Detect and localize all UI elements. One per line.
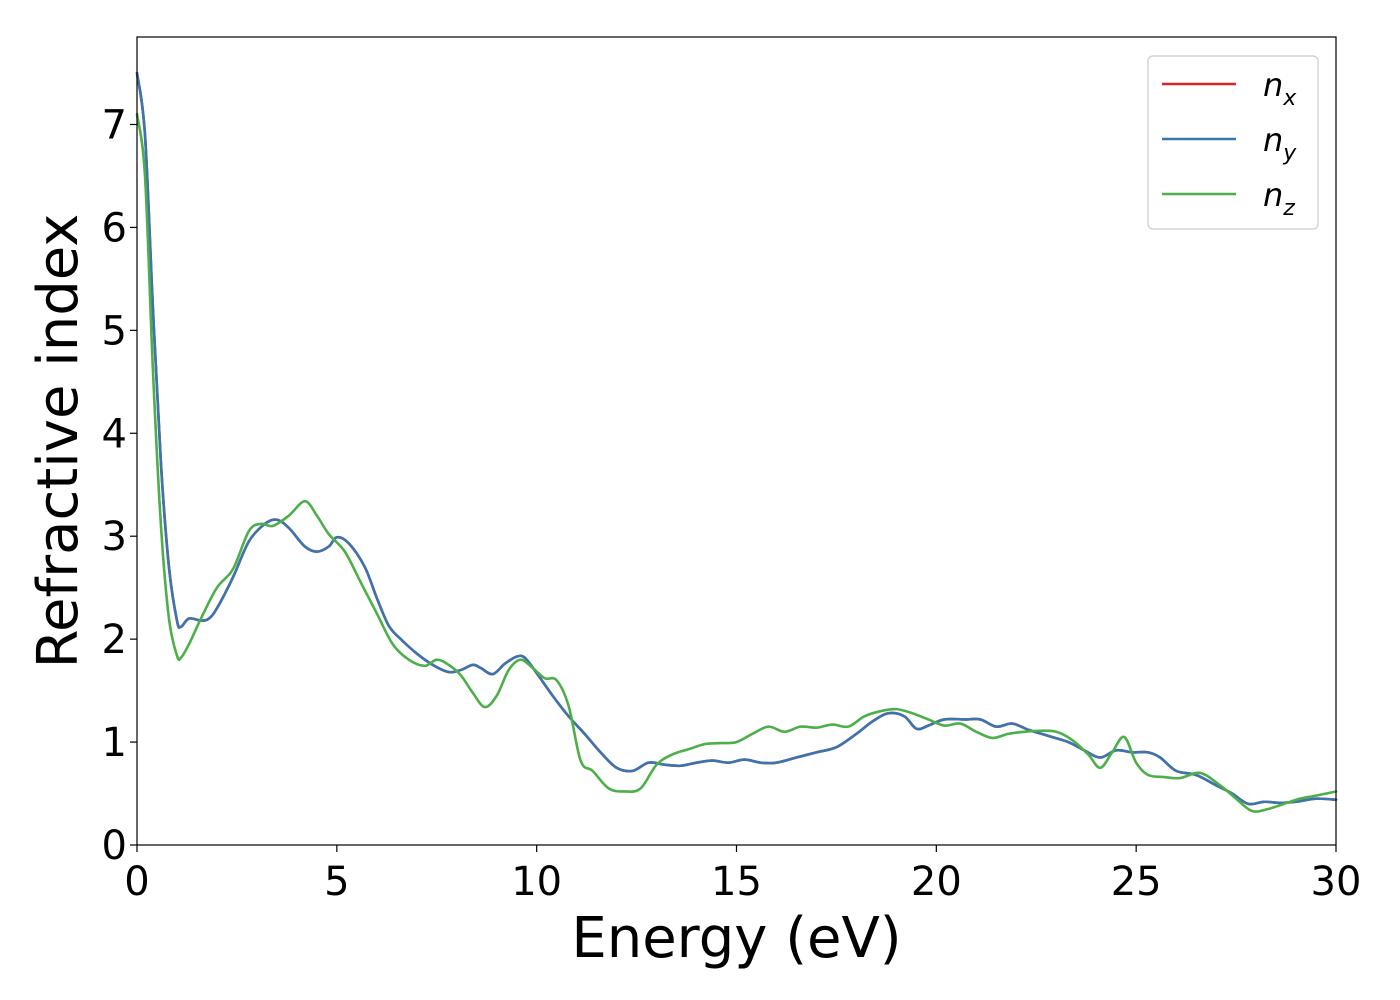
y-tick-label: 4 xyxy=(102,411,127,457)
x-axis: 0 5 10 15 20 25 30 xyxy=(124,845,1361,905)
legend-label-subscript: x xyxy=(1282,86,1297,111)
y-tick-label: 3 xyxy=(102,514,127,560)
y-tick-label: 6 xyxy=(102,205,127,251)
x-tick-label: 0 xyxy=(124,859,149,905)
x-tick-label: 15 xyxy=(711,859,762,905)
legend-label-main: n xyxy=(1263,66,1283,104)
y-tick-label: 1 xyxy=(102,720,127,766)
y-tick-label: 0 xyxy=(102,823,127,869)
legend-label-x: nx xyxy=(1263,66,1297,111)
series-line-z xyxy=(135,112,1338,813)
x-tick-label: 25 xyxy=(1111,859,1162,905)
legend-label-subscript: z xyxy=(1282,196,1295,221)
y-axis: 0 1 2 3 4 5 6 7 xyxy=(102,102,137,869)
y-tick-label: 5 xyxy=(102,308,127,354)
series-layer xyxy=(135,71,1338,813)
legend-box xyxy=(1147,55,1319,230)
legend-label-z: nz xyxy=(1263,176,1295,221)
legend-label-main: n xyxy=(1263,176,1283,214)
x-tick-label: 30 xyxy=(1311,859,1362,905)
x-tick-label: 5 xyxy=(324,859,349,905)
x-tick-label: 10 xyxy=(511,859,562,905)
legend-label-y: ny xyxy=(1263,121,1297,166)
x-tick-label: 20 xyxy=(911,859,962,905)
y-tick-label: 7 xyxy=(102,102,127,148)
series-line-y xyxy=(135,71,1338,806)
x-axis-title: Energy (eV) xyxy=(571,906,901,971)
y-tick-label: 2 xyxy=(102,617,127,663)
legend-label-subscript: y xyxy=(1282,141,1297,166)
legend-label-main: n xyxy=(1263,121,1283,159)
y-axis-title: Refractive index xyxy=(26,214,91,669)
